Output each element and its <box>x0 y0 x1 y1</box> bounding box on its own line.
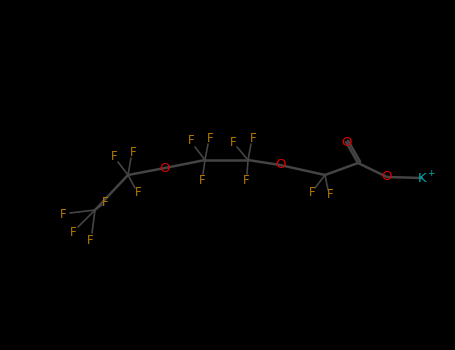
Text: F: F <box>130 146 136 159</box>
Text: F: F <box>199 174 205 187</box>
Text: F: F <box>250 132 256 145</box>
Text: +: + <box>427 168 435 177</box>
Text: F: F <box>230 135 236 148</box>
Text: O: O <box>382 170 392 183</box>
Text: O: O <box>160 161 170 175</box>
Text: F: F <box>187 134 194 147</box>
Text: F: F <box>87 233 93 246</box>
Text: F: F <box>60 209 66 222</box>
Text: F: F <box>70 225 76 238</box>
Text: F: F <box>111 149 117 162</box>
Text: K: K <box>418 172 426 184</box>
Text: F: F <box>308 186 315 198</box>
Text: F: F <box>243 174 249 187</box>
Text: F: F <box>101 196 108 209</box>
Text: O: O <box>275 159 285 172</box>
Text: F: F <box>327 189 334 202</box>
Text: F: F <box>207 132 213 145</box>
Text: O: O <box>341 135 351 148</box>
Text: F: F <box>135 187 142 199</box>
